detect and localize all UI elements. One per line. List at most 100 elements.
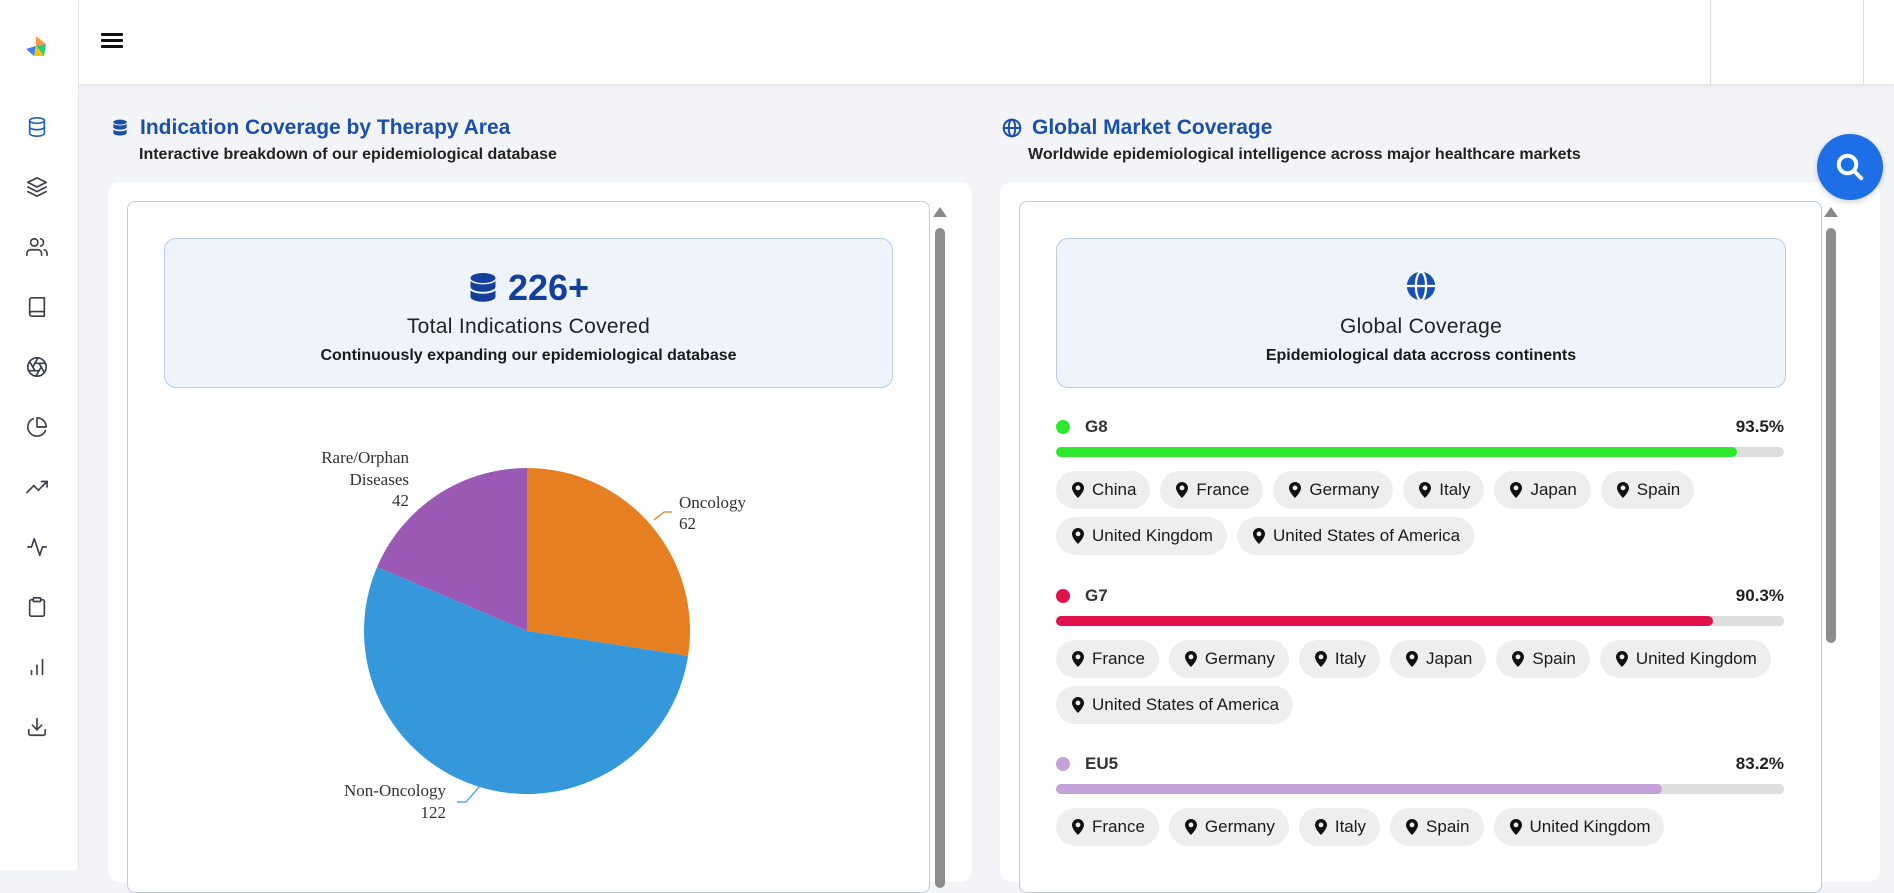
globe-icon (1406, 270, 1436, 302)
region-percent: 93.5% (1735, 417, 1784, 436)
region-progress-fill (1056, 616, 1714, 626)
country-chip-list: France Germany Italy Spain United Kingdom (1056, 808, 1784, 846)
pie-slice-rare-orphan-diseases[interactable] (377, 468, 527, 631)
total-indications-value: 226+ (507, 267, 590, 308)
map-pin-icon (1314, 819, 1327, 835)
globe-icon (1002, 118, 1022, 138)
global-market-title: Global Market Coverage (1002, 116, 1272, 140)
region-header: G8 93.5% (1056, 416, 1784, 438)
therapy-area-title-text: Indication Coverage by Therapy Area (140, 116, 511, 139)
country-chip[interactable]: United Kingdom (1599, 640, 1771, 678)
left-scrollbar-thumb[interactable] (935, 228, 945, 888)
map-pin-icon (1510, 482, 1523, 498)
map-pin-icon (1252, 528, 1265, 544)
pie-slice-non-oncology[interactable] (364, 567, 689, 794)
right-scrollbar-thumb[interactable] (1826, 228, 1836, 643)
map-pin-icon (1184, 819, 1197, 835)
country-chip[interactable]: United States of America (1056, 686, 1294, 724)
region-header: EU5 83.2% (1056, 753, 1784, 775)
country-chip[interactable]: Italy (1298, 808, 1381, 846)
country-name: France (1092, 817, 1145, 836)
map-pin-icon (1072, 528, 1084, 544)
country-chip[interactable]: Spain (1600, 471, 1695, 509)
map-pin-icon (1072, 819, 1084, 835)
country-name: Japan (1530, 480, 1577, 499)
country-chip[interactable]: Italy (1403, 471, 1485, 509)
country-name: United Kingdom (1092, 526, 1213, 545)
pie-chart-icon[interactable] (24, 414, 50, 440)
activity-icon[interactable] (24, 534, 50, 560)
country-name: Italy (1334, 817, 1367, 836)
country-chip[interactable]: France (1056, 808, 1159, 846)
search-icon (1836, 153, 1864, 181)
map-pin-icon (1176, 482, 1189, 498)
rare-label-line1: Rare/Orphan (321, 448, 409, 467)
country-name: Germany (1204, 649, 1275, 668)
country-name: Spain (1426, 817, 1470, 836)
hamburger-menu-icon[interactable] (101, 30, 123, 52)
region-progress-fill (1056, 447, 1737, 457)
bar-chart-icon[interactable] (24, 654, 50, 680)
nononc-leader-line (457, 785, 481, 803)
map-pin-icon (1072, 697, 1084, 713)
map-pin-icon (1512, 651, 1525, 667)
nononc-label: Non-Oncology (344, 781, 446, 800)
region-progress-fill (1056, 784, 1662, 794)
database-icon (470, 273, 496, 302)
map-pin-icon (1509, 819, 1522, 835)
country-chip[interactable]: Spain (1390, 808, 1484, 846)
oncology-label: Oncology (679, 493, 747, 512)
region-percent: 83.2% (1735, 754, 1784, 773)
country-name: Italy (1334, 649, 1367, 668)
country-chip[interactable]: United Kingdom (1056, 517, 1227, 555)
country-name: France (1196, 480, 1250, 499)
map-pin-icon (1289, 482, 1302, 498)
book-icon[interactable] (24, 294, 50, 320)
country-chip[interactable]: United States of America (1236, 517, 1475, 555)
country-name: Italy (1439, 480, 1471, 499)
rare-leader-line (464, 481, 486, 499)
region-name: EU5 (1085, 754, 1119, 773)
country-chip[interactable]: Japan (1390, 640, 1487, 678)
pie-slice-oncology[interactable] (527, 468, 690, 656)
country-chip[interactable]: France (1160, 471, 1264, 509)
region-color-dot (1056, 589, 1070, 603)
map-pin-icon (1616, 482, 1629, 498)
country-chip[interactable]: Germany (1168, 808, 1289, 846)
clipboard-icon[interactable] (24, 594, 50, 620)
country-name: Spain (1636, 480, 1681, 499)
region-progress-bar (1056, 784, 1784, 794)
region-progress-bar (1056, 616, 1784, 626)
database-icon[interactable] (24, 114, 50, 140)
region-progress-bar (1056, 447, 1784, 457)
country-chip[interactable]: Italy (1298, 640, 1381, 678)
trending-up-icon[interactable] (24, 474, 50, 500)
right-scroll-up-arrow[interactable] (1824, 207, 1838, 217)
region-name: G8 (1085, 417, 1108, 436)
map-pin-icon (1419, 482, 1432, 498)
therapy-area-pie-chart: Oncology 62 Rare/Orphan Diseases 42 Non-… (321, 448, 747, 822)
country-chip[interactable]: France (1056, 640, 1159, 678)
country-chip[interactable]: United Kingdom (1493, 808, 1665, 846)
search-button[interactable] (1817, 134, 1883, 200)
users-icon[interactable] (24, 234, 50, 260)
country-chip[interactable]: Germany (1273, 471, 1394, 509)
region-color-dot (1056, 757, 1070, 771)
country-chip[interactable]: Japan (1494, 471, 1591, 509)
country-chip[interactable]: China (1056, 471, 1151, 509)
region-g8: G8 93.5% China France Germany Italy Japan Spa… (1056, 416, 1784, 555)
global-market-subtitle: Worldwide epidemiological intelligence a… (1028, 146, 1581, 163)
global-coverage-label: Global Coverage (1339, 315, 1503, 338)
app-logo[interactable] (22, 30, 56, 64)
country-name: United Kingdom (1635, 649, 1757, 668)
layers-icon[interactable] (24, 174, 50, 200)
country-chip[interactable]: Germany (1168, 640, 1289, 678)
left-scroll-up-arrow[interactable] (933, 207, 947, 217)
oncology-leader-line (653, 511, 672, 521)
country-chip[interactable]: Spain (1496, 640, 1590, 678)
aperture-icon[interactable] (24, 354, 50, 380)
global-market-title-text: Global Market Coverage (1032, 116, 1273, 139)
country-name: France (1092, 649, 1145, 668)
database-icon (113, 119, 127, 136)
download-icon[interactable] (24, 714, 50, 740)
